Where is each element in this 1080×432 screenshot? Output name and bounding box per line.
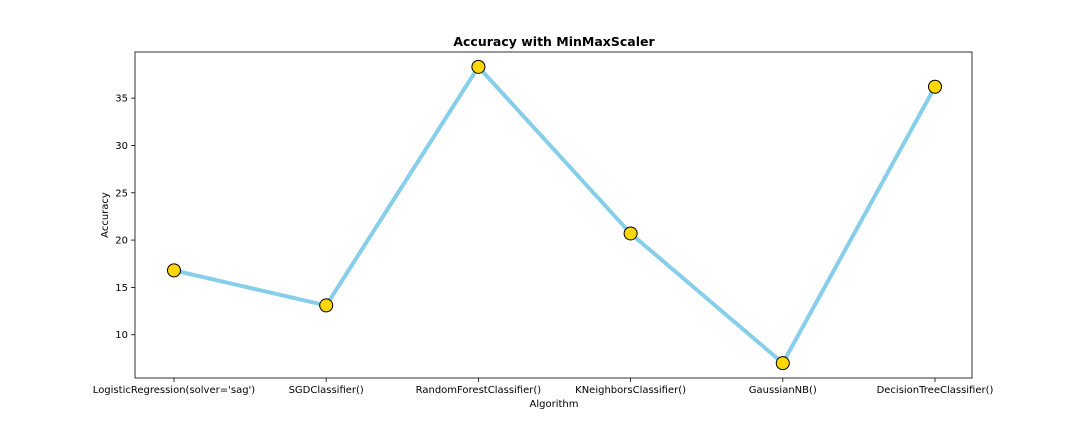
data-point	[928, 79, 942, 94]
data-point	[623, 226, 638, 241]
plot-frame	[134, 51, 973, 379]
series-line	[172, 64, 937, 366]
x-axis: LogisticRegression(solver='sag') SGDClass…	[93, 378, 994, 396]
y-tick-label: 35	[115, 94, 128, 105]
x-tick-label: SGDClassifier()	[289, 385, 364, 396]
x-tick-label: GaussianNB()	[749, 385, 817, 396]
chart-title: Accuracy with MinMaxScaler	[453, 34, 655, 49]
x-tick-label: KNeighborsClassifier()	[575, 385, 686, 396]
y-tick-label: 15	[115, 283, 128, 294]
y-tick-label: 10	[115, 330, 128, 341]
data-point	[167, 263, 181, 278]
y-tick-label: 20	[115, 236, 128, 247]
plot-series	[167, 59, 942, 371]
x-axis-label: Algorithm	[530, 399, 579, 410]
data-point	[319, 298, 334, 313]
x-tick-label: RandomForestClassifier()	[416, 385, 542, 396]
y-tick-label: 25	[115, 188, 128, 199]
y-axis-label: Accuracy	[100, 192, 111, 238]
data-point	[775, 356, 790, 371]
y-tick-label: 30	[115, 141, 128, 152]
y-axis: 10 15 20 25 30 35	[115, 94, 135, 341]
x-tick-label: LogisticRegression(solver='sag')	[93, 385, 255, 396]
data-point	[471, 59, 486, 74]
x-tick-label: DecisionTreeClassifier()	[877, 385, 994, 396]
